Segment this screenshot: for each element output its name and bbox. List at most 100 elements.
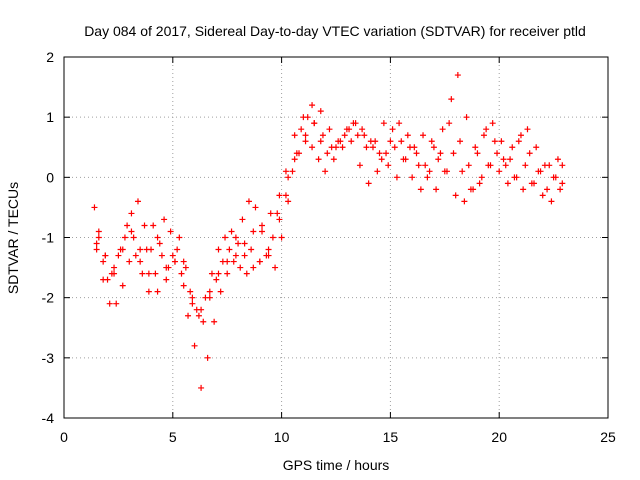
data-point: [317, 138, 324, 145]
x-tick-labels: 0 5 10 15 20 25: [60, 429, 616, 445]
data-point: [311, 120, 318, 127]
data-point: [494, 150, 501, 157]
data-point: [141, 222, 148, 229]
data-point: [515, 138, 522, 145]
data-point: [385, 162, 392, 169]
data-point: [224, 258, 231, 265]
data-point: [250, 264, 257, 271]
data-point: [420, 132, 427, 139]
data-point: [191, 342, 198, 349]
data-point: [524, 126, 531, 133]
data-point: [559, 162, 566, 169]
data-point: [121, 234, 128, 241]
data-point: [195, 312, 202, 319]
data-point: [341, 132, 348, 139]
data-point: [389, 126, 396, 133]
data-point: [304, 114, 311, 121]
y-tick-label: -1: [42, 230, 55, 246]
data-point: [426, 168, 433, 175]
data-point: [215, 270, 222, 277]
data-point: [528, 180, 535, 187]
data-point: [137, 246, 144, 253]
data-point: [185, 312, 192, 319]
data-point: [248, 246, 255, 253]
data-point: [439, 126, 446, 133]
data-point: [309, 102, 316, 109]
data-point: [452, 192, 459, 199]
data-point: [396, 120, 403, 127]
data-point: [326, 126, 333, 133]
data-point: [278, 234, 285, 241]
data-point: [537, 168, 544, 175]
data-point: [241, 240, 248, 247]
data-point: [422, 162, 429, 169]
data-point: [206, 294, 213, 301]
data-point: [365, 180, 372, 187]
data-point: [319, 132, 326, 139]
data-point: [504, 180, 511, 187]
data-point: [328, 144, 335, 151]
x-tick-label: 0: [60, 429, 68, 445]
data-point: [198, 306, 205, 313]
data-point: [282, 192, 289, 199]
data-point: [433, 186, 440, 193]
data-point: [259, 222, 266, 229]
data-point: [241, 252, 248, 259]
data-point: [496, 168, 503, 175]
data-point: [206, 288, 213, 295]
data-point: [463, 114, 470, 121]
data-point: [272, 264, 279, 271]
data-point: [474, 150, 481, 157]
data-point: [459, 168, 466, 175]
y-tick-label: 0: [46, 169, 54, 185]
data-point: [178, 270, 185, 277]
data-point: [145, 288, 152, 295]
data-point: [507, 156, 514, 163]
data-point: [213, 276, 220, 283]
y-tick-label: -2: [42, 290, 55, 306]
data-point: [148, 246, 155, 253]
data-point: [554, 156, 561, 163]
data-point: [243, 270, 250, 277]
data-point: [354, 132, 361, 139]
data-point: [485, 162, 492, 169]
series-track-2: [93, 138, 564, 391]
data-point: [228, 228, 235, 235]
data-point: [165, 264, 172, 271]
data-point: [491, 138, 498, 145]
x-tick-label: 20: [491, 429, 507, 445]
series-track-1: [91, 96, 566, 319]
data-point: [372, 138, 379, 145]
data-point: [265, 246, 272, 253]
data-point: [424, 174, 431, 181]
data-point: [208, 270, 215, 277]
data-point: [324, 150, 331, 157]
data-point: [198, 384, 205, 391]
x-tick-label: 10: [274, 429, 290, 445]
data-markers: [91, 72, 566, 391]
data-point: [302, 132, 309, 139]
grid-lines: [64, 57, 608, 418]
data-point: [180, 282, 187, 289]
data-point: [95, 228, 102, 235]
data-point: [446, 120, 453, 127]
data-point: [130, 234, 137, 241]
data-point: [376, 150, 383, 157]
data-point: [200, 318, 207, 325]
data-point: [102, 252, 109, 259]
data-point: [265, 252, 272, 259]
chart-title: Day 084 of 2017, Sidereal Day-to-day VTE…: [84, 23, 586, 39]
y-tick-label: 1: [46, 109, 54, 125]
data-point: [467, 186, 474, 193]
data-point: [235, 240, 242, 247]
data-point: [108, 270, 115, 277]
data-point: [369, 144, 376, 151]
data-point: [293, 150, 300, 157]
data-point: [274, 210, 281, 217]
data-point: [465, 162, 472, 169]
data-point: [145, 270, 152, 277]
x-tick-label: 25: [600, 429, 616, 445]
data-point: [267, 210, 274, 217]
data-point: [291, 132, 298, 139]
